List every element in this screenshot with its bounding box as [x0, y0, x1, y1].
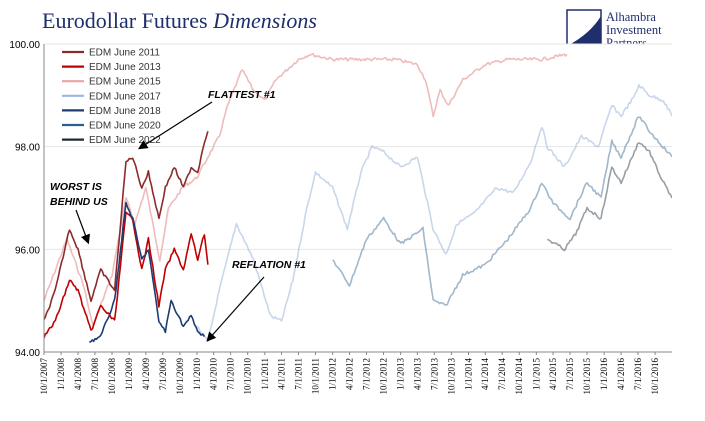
x-tick-label: 4/1/2012: [345, 358, 355, 390]
plot-area: [44, 44, 672, 352]
x-tick-label: 4/1/2010: [209, 358, 219, 391]
x-tick-label: 10/1/2007: [39, 358, 49, 395]
x-tick-label: 10/1/2011: [311, 358, 321, 394]
logo-shape-icon: [567, 16, 601, 46]
x-tick-label: 1/1/2010: [192, 358, 202, 391]
legend-label: EDM June 2017: [89, 91, 161, 102]
x-tick-label: 1/1/2014: [463, 358, 473, 391]
x-tick-label: 7/1/2013: [429, 358, 439, 391]
x-tick-label: 7/1/2010: [226, 358, 236, 391]
series-line-edm-june-2018: [89, 201, 206, 343]
logo-line-1: Alhambra: [606, 10, 656, 24]
x-tick-label: 1/1/2008: [56, 358, 66, 391]
y-tick-label: 98.00: [15, 143, 40, 154]
x-ticks: 10/1/2007 1/1/2008 4/1/2008 7/1/2008 10/1/20…: [39, 352, 660, 395]
x-tick-label: 10/1/2016: [650, 358, 660, 395]
legend-label: EDM June 2015: [89, 77, 161, 88]
x-tick-label: 1/1/2015: [531, 358, 541, 391]
chart-title: Eurodollar Futures Dimensions: [42, 8, 317, 33]
annotation-reflation-arrow: [206, 276, 265, 342]
x-tick-label: 1/1/2009: [124, 358, 134, 391]
x-tick-label: 4/1/2009: [141, 358, 151, 391]
series-line-edm-june-2020: [332, 116, 672, 306]
annotations: FLATTEST #1 WORST IS BEHIND US REFLATION…: [50, 89, 306, 342]
annotation-reflation: REFLATION #1: [232, 259, 306, 271]
legend: EDM June 2011 EDM June 2013 EDM June 2015 E…: [62, 48, 161, 146]
x-tick-label: 1/1/2013: [396, 358, 406, 391]
series-line-edm-june-2011: [44, 131, 209, 321]
x-tick-label: 1/1/2011: [260, 358, 270, 390]
series-lines: [44, 52, 672, 343]
x-tick-label: 10/1/2012: [379, 358, 389, 395]
x-tick-label: 10/1/2008: [107, 358, 117, 395]
x-tick-label: 10/1/2010: [243, 358, 253, 395]
legend-label: EDM June 2020: [89, 121, 161, 132]
y-tick-label: 96.00: [15, 245, 40, 256]
x-tick-label: 4/1/2013: [412, 358, 422, 391]
x-tick-label: 7/1/2012: [361, 358, 371, 390]
x-tick-label: 4/1/2015: [548, 358, 558, 391]
x-tick-label: 10/1/2009: [175, 358, 185, 395]
legend-label: EDM June 2018: [89, 106, 161, 117]
y-tick-label: 100.00: [9, 40, 40, 51]
x-tick-label: 4/1/2011: [277, 358, 287, 390]
series-line-edm-june-2013: [44, 211, 209, 339]
logo-line-2: Investment: [606, 23, 662, 37]
series-line-edm-june-2017: [196, 84, 672, 342]
annotation-worst-arrow: [75, 209, 90, 245]
x-tick-label: 7/1/2009: [158, 358, 168, 391]
x-tick-label: 7/1/2015: [565, 358, 575, 391]
x-tick-label: 7/1/2016: [633, 358, 643, 391]
x-tick-label: 10/1/2015: [582, 358, 592, 395]
x-tick-label: 1/1/2012: [328, 358, 338, 390]
x-tick-label: 1/1/2016: [599, 358, 609, 391]
x-tick-label: 7/1/2011: [293, 358, 303, 390]
x-tick-label: 4/1/2016: [616, 358, 626, 391]
x-tick-label: 4/1/2008: [73, 358, 83, 391]
y-tick-label: 94.00: [15, 348, 40, 359]
annotation-flattest-arrow: [137, 101, 213, 150]
chart-title-main: Eurodollar Futures: [42, 8, 213, 33]
x-tick-label: 10/1/2013: [446, 358, 456, 395]
x-tick-label: 7/1/2008: [90, 358, 100, 391]
chart-title-italic: Dimensions: [212, 8, 317, 33]
alhambra-logo: Alhambra Investment Partners: [566, 9, 662, 50]
annotation-worst-line-2: BEHIND US: [50, 196, 108, 208]
annotation-flattest: FLATTEST #1: [208, 89, 276, 101]
annotation-worst-line-1: WORST IS: [50, 181, 102, 193]
x-tick-label: 10/1/2014: [514, 358, 524, 395]
series-line-edm-june-2022: [546, 142, 672, 252]
y-ticks: 94.00 96.00 98.00 100.00: [9, 40, 40, 359]
legend-label: EDM June 2013: [89, 62, 161, 73]
x-tick-label: 7/1/2014: [497, 358, 507, 391]
x-tick-label: 4/1/2014: [480, 358, 490, 391]
legend-label: EDM June 2011: [89, 48, 160, 59]
legend-label: EDM June 2022: [89, 135, 161, 146]
